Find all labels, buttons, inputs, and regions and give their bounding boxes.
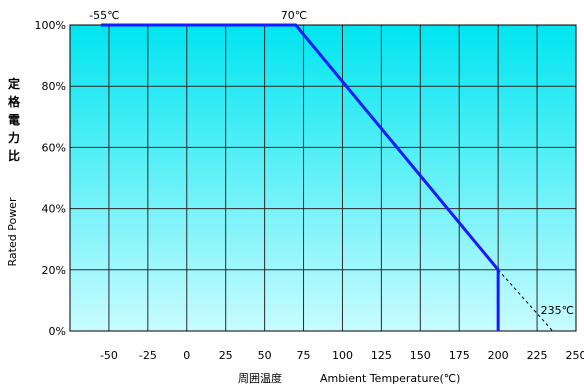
y-tick-label: 20% [42, 264, 66, 277]
y-axis-label: Rated Power [6, 197, 19, 266]
y-axis-label-char: 電 [8, 113, 20, 127]
y-axis-label-char: 力 [8, 130, 20, 145]
x-tick-label: 50 [258, 349, 272, 362]
y-tick-label: 100% [35, 19, 66, 32]
y-axis-label-char: 格 [8, 94, 21, 109]
x-axis-label-japanese: 周囲温度 [238, 371, 282, 385]
y-axis-ticks: 0% 20% 40% 60% 80% 100% [35, 19, 66, 338]
y-tick-label: 80% [42, 80, 66, 93]
x-tick-label: 75 [297, 349, 311, 362]
y-axis-label-char: 定 [8, 76, 20, 91]
x-tick-label: -25 [139, 349, 157, 362]
x-tick-label: 150 [410, 349, 431, 362]
x-tick-label: -50 [100, 349, 118, 362]
y-tick-label: 60% [42, 141, 66, 154]
y-tick-label: 0% [49, 325, 66, 338]
x-tick-label: 250 [566, 349, 584, 362]
annotation-zero-temp: 235℃ [541, 304, 574, 317]
x-tick-label: 200 [488, 349, 509, 362]
y-tick-label: 40% [42, 203, 66, 216]
x-tick-label: 175 [449, 349, 470, 362]
x-axis-label: Ambient Temperature(℃) [320, 372, 460, 385]
annotation-knee-temp: 70℃ [281, 9, 307, 22]
y-axis-label-char: 比 [8, 148, 20, 163]
annotation-min-temp: -55℃ [89, 9, 119, 22]
x-tick-label: 0 [183, 349, 190, 362]
plot-area [70, 25, 576, 331]
x-tick-label: 125 [371, 349, 392, 362]
x-tick-label: 225 [527, 349, 548, 362]
x-tick-label: 100 [332, 349, 353, 362]
x-tick-label: 25 [219, 349, 233, 362]
x-axis-ticks: -50 -25 0 25 50 75 100 125 150 175 200 225 250 [100, 349, 584, 362]
